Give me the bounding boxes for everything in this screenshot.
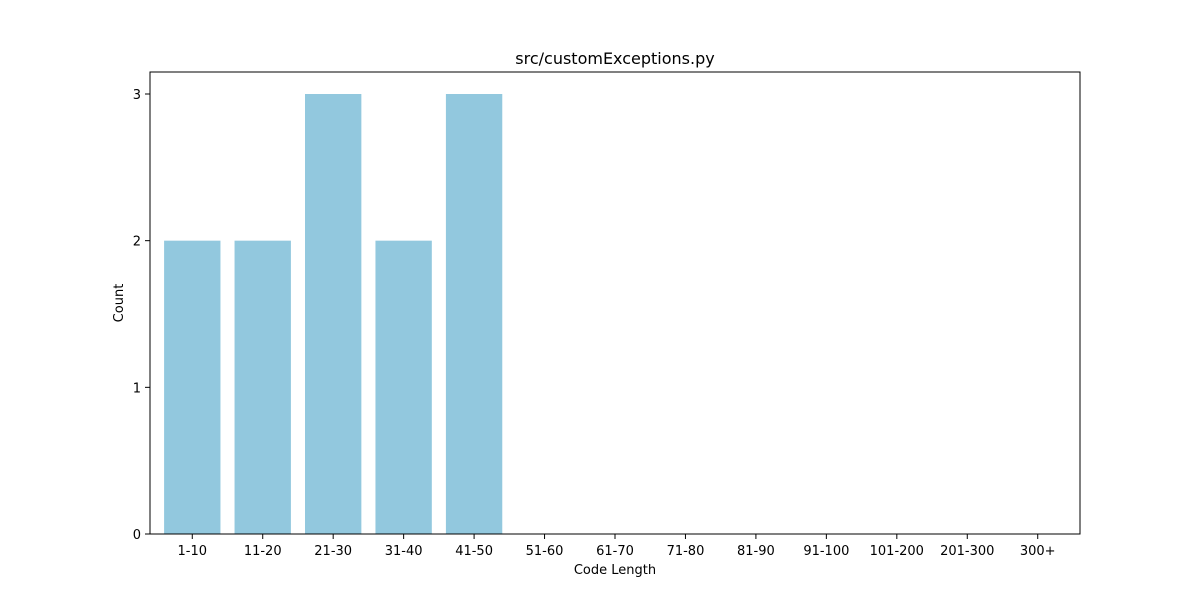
bar-1-10 [164, 240, 221, 534]
x-tick-label: 201-300 [940, 544, 994, 559]
bars-group [164, 94, 503, 534]
y-tick-label: 2 [133, 235, 141, 250]
x-tick-label: 1-10 [178, 544, 208, 559]
x-tick-label: 81-90 [737, 544, 775, 559]
y-axis-title: Count [112, 284, 127, 323]
plot-frame [149, 71, 1081, 535]
x-tick-label: 51-60 [526, 544, 564, 559]
x-tick-label: 101-200 [870, 544, 924, 559]
y-tick-label: 0 [133, 528, 141, 543]
bar-21-30 [305, 94, 362, 534]
x-tick-label: 71-80 [667, 544, 705, 559]
x-tick-label: 31-40 [385, 544, 423, 559]
x-tick-label: 41-50 [455, 544, 493, 559]
x-axis-ticks: 1-10 11-20 21-30 31-40 41-50 51-60 61-70 71-80 8… [178, 534, 1056, 559]
x-tick-label: 61-70 [596, 544, 634, 559]
x-tick-label: 300+ [1020, 544, 1056, 559]
y-axis-ticks: 0 1 2 3 [133, 88, 150, 543]
bar-41-50 [445, 94, 503, 534]
x-tick-label: 91-100 [803, 544, 849, 559]
y-tick-label: 3 [133, 88, 141, 103]
chart-title: src/customExceptions.py [515, 49, 714, 68]
y-tick-label: 1 [133, 381, 141, 396]
x-tick-label: 21-30 [314, 544, 352, 559]
bar-11-20 [234, 240, 291, 534]
x-axis-title: Code Length [574, 563, 656, 578]
x-tick-label: 11-20 [244, 544, 282, 559]
bar-31-40 [375, 240, 432, 534]
